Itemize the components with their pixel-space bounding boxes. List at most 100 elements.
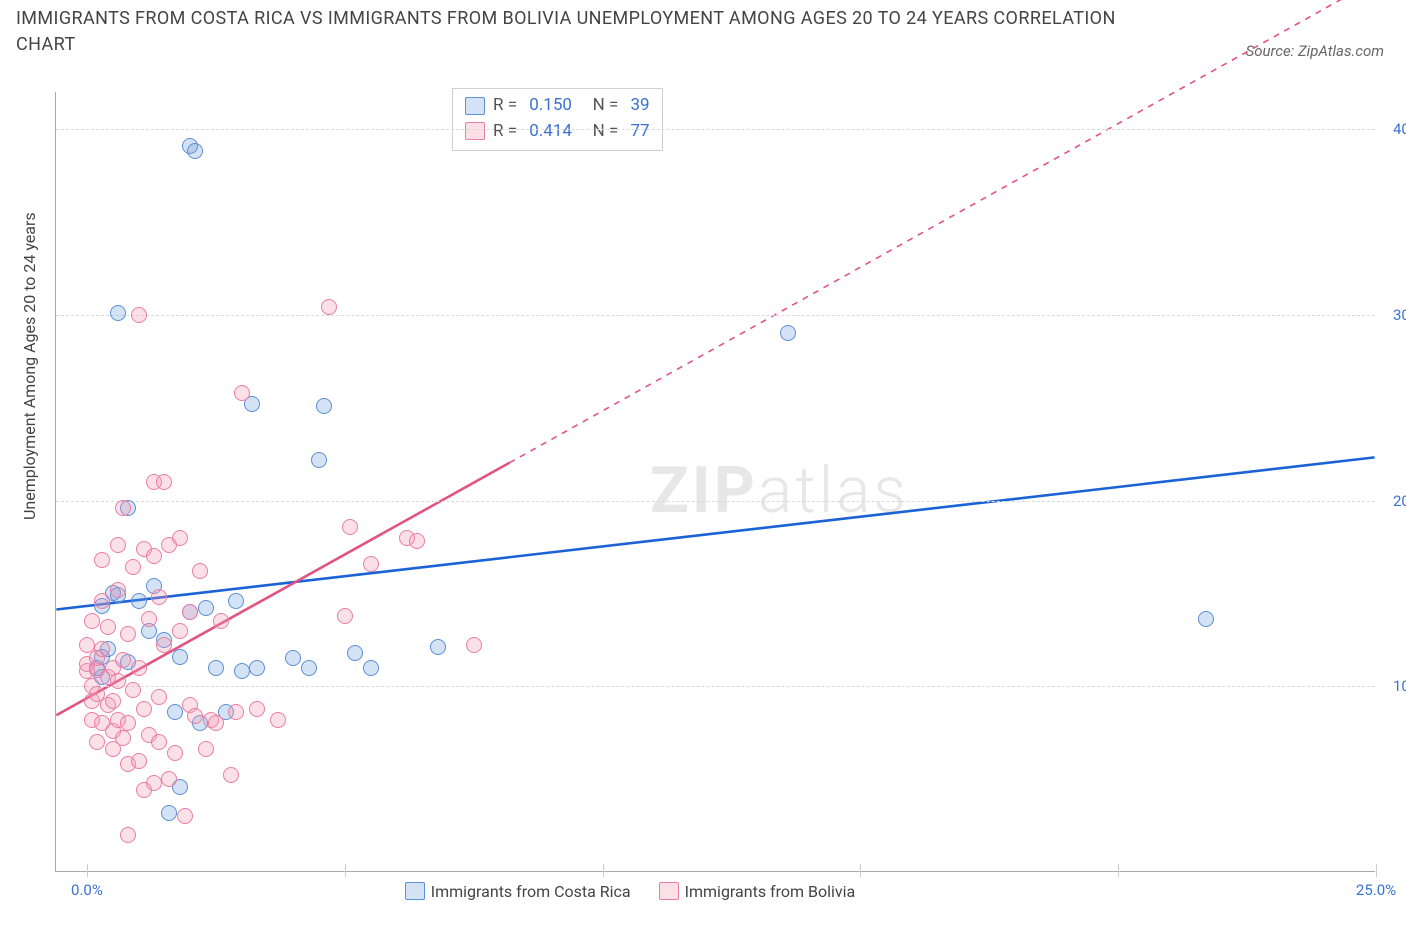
chart-title: IMMIGRANTS FROM COSTA RICA VS IMMIGRANTS… [16,6,1116,58]
scatter-point-bolivia [131,660,147,676]
scatter-point-costa_rica [172,649,188,665]
scatter-point-bolivia [198,741,214,757]
scatter-point-bolivia [94,641,110,657]
scatter-point-bolivia [131,307,147,323]
scatter-point-costa_rica [347,645,363,661]
scatter-point-costa_rica [131,593,147,609]
scatter-point-costa_rica [234,663,250,679]
scatter-point-bolivia [151,689,167,705]
watermark-atlas: atlas [758,453,909,528]
source-name: ZipAtlas.com [1298,42,1384,60]
scatter-point-bolivia [409,533,425,549]
legend-n-value: 39 [631,93,650,119]
legend-swatch [405,882,425,900]
scatter-point-costa_rica [780,325,796,341]
legend-bottom-item-costa_rica: Immigrants from Costa Rica [405,882,631,901]
scatter-point-costa_rica [249,660,265,676]
y-tick-label: 40.0% [1381,120,1406,138]
scatter-point-bolivia [167,745,183,761]
scatter-point-costa_rica [198,600,214,616]
scatter-point-bolivia [110,582,126,598]
scatter-point-bolivia [110,673,126,689]
scatter-point-costa_rica [208,660,224,676]
scatter-point-bolivia [89,734,105,750]
scatter-point-bolivia [223,767,239,783]
scatter-point-bolivia [125,682,141,698]
legend-swatch [465,122,485,140]
x-tick-mark [345,864,346,877]
scatter-point-bolivia [120,827,136,843]
scatter-point-costa_rica [430,639,446,655]
scatter-point-bolivia [187,708,203,724]
watermark: ZIPatlas [650,453,909,528]
scatter-point-bolivia [136,701,152,717]
legend-stat-row-costa_rica: R = 0.150 N = 39 [465,93,650,119]
scatter-point-bolivia [192,563,208,579]
y-tick-label: 30.0% [1381,306,1406,324]
scatter-point-bolivia [182,604,198,620]
legend-n-label: N = [580,93,623,119]
scatter-point-bolivia [84,613,100,629]
scatter-point-costa_rica [285,650,301,666]
scatter-point-bolivia [94,552,110,568]
scatter-point-costa_rica [311,452,327,468]
legend-bottom: Immigrants from Costa Rica Immigrants fro… [405,882,855,901]
scatter-point-bolivia [249,701,265,717]
legend-series-label: Immigrants from Bolivia [685,882,856,901]
legend-r-label: R = [493,93,521,119]
scatter-point-bolivia [177,808,193,824]
scatter-point-bolivia [125,559,141,575]
scatter-point-bolivia [172,623,188,639]
scatter-point-costa_rica [110,305,126,321]
scatter-point-bolivia [466,637,482,653]
scatter-point-costa_rica [301,660,317,676]
scatter-point-costa_rica [363,660,379,676]
x-tick-mark [860,864,861,877]
scatter-point-bolivia [120,715,136,731]
scatter-point-bolivia [342,519,358,535]
scatter-point-bolivia [115,500,131,516]
gridline-h [56,501,1375,502]
scatter-point-bolivia [94,593,110,609]
gridline-h [56,315,1375,316]
scatter-point-bolivia [105,693,121,709]
scatter-point-bolivia [115,730,131,746]
legend-swatch [659,882,679,900]
y-tick-label: 20.0% [1381,492,1406,510]
scatter-point-bolivia [337,608,353,624]
legend-r-value: 0.414 [529,119,572,145]
scatter-point-bolivia [228,704,244,720]
y-axis-label: Unemployment Among Ages 20 to 24 years [20,212,39,520]
scatter-point-bolivia [151,734,167,750]
x-tick-mark [87,864,88,877]
trend-line-bolivia-dashed [510,0,1375,463]
x-tick-mark [1376,864,1377,877]
legend-r-value: 0.150 [529,93,572,119]
trend-lines-layer [56,92,1375,871]
x-tick-mark [1118,864,1119,877]
title-row: IMMIGRANTS FROM COSTA RICA VS IMMIGRANTS… [16,6,1390,58]
trend-line-costa_rica [56,457,1374,609]
watermark-zip: ZIP [650,453,758,528]
scatter-point-costa_rica [187,143,203,159]
gridline-h [56,129,1375,130]
scatter-point-costa_rica [316,398,332,414]
source-prefix: Source: [1246,42,1298,60]
x-tick-label: 25.0% [1356,881,1396,899]
scatter-point-bolivia [146,775,162,791]
scatter-point-bolivia [213,613,229,629]
scatter-point-bolivia [270,712,286,728]
legend-top-stats: R = 0.150 N = 39R = 0.414 N = 77 [452,88,663,151]
scatter-point-bolivia [156,637,172,653]
gridline-h [56,686,1375,687]
scatter-point-bolivia [208,715,224,731]
x-tick-mark [603,864,604,877]
scatter-point-bolivia [363,556,379,572]
scatter-point-costa_rica [1198,611,1214,627]
scatter-point-bolivia [151,589,167,605]
scatter-point-bolivia [110,537,126,553]
y-tick-label: 10.0% [1381,677,1406,695]
scatter-point-bolivia [161,771,177,787]
legend-bottom-item-bolivia: Immigrants from Bolivia [659,882,856,901]
scatter-point-bolivia [141,611,157,627]
